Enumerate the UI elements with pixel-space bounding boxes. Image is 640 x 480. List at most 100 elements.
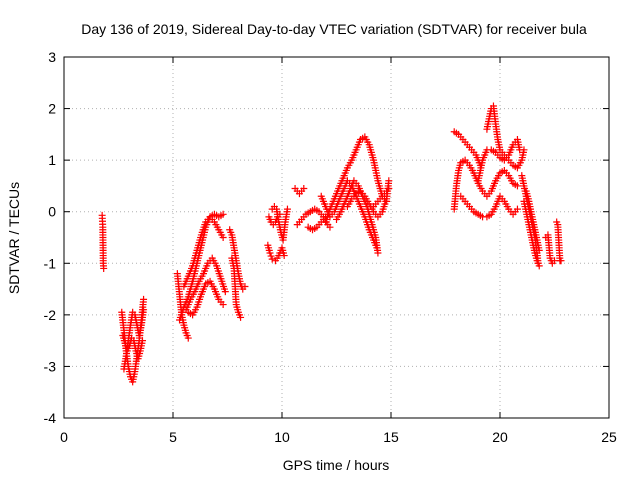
data-point bbox=[214, 293, 222, 301]
data-point bbox=[526, 203, 534, 211]
data-point bbox=[139, 308, 147, 316]
data-point bbox=[235, 311, 243, 319]
data-point bbox=[463, 159, 471, 167]
data-point bbox=[359, 134, 367, 142]
x-tick-label: 10 bbox=[274, 429, 290, 445]
data-point bbox=[515, 143, 523, 151]
data-point bbox=[511, 163, 519, 171]
data-point bbox=[192, 249, 200, 257]
data-point bbox=[352, 179, 360, 187]
data-point bbox=[503, 154, 511, 162]
data-point bbox=[507, 159, 515, 167]
data-point bbox=[185, 298, 193, 306]
data-point bbox=[355, 200, 363, 208]
data-point bbox=[373, 174, 381, 182]
y-tick-label: 3 bbox=[48, 49, 56, 65]
data-point bbox=[283, 208, 291, 216]
x-axis-label: GPS time / hours bbox=[283, 457, 390, 473]
data-point bbox=[452, 129, 460, 137]
data-point bbox=[495, 143, 503, 151]
y-tick-label: 1 bbox=[48, 152, 56, 168]
data-point bbox=[295, 218, 303, 226]
data-point bbox=[516, 159, 524, 167]
data-point bbox=[188, 264, 196, 272]
data-point bbox=[380, 190, 388, 198]
y-tick-label: -3 bbox=[44, 358, 57, 374]
data-point bbox=[137, 324, 145, 332]
data-point bbox=[201, 221, 209, 229]
data-point bbox=[232, 298, 240, 306]
data-point bbox=[468, 205, 476, 213]
data-point bbox=[503, 169, 511, 177]
data-point bbox=[463, 200, 471, 208]
data-point bbox=[188, 280, 196, 288]
data-point bbox=[130, 370, 138, 378]
data-point bbox=[472, 209, 480, 217]
data-point bbox=[503, 203, 511, 211]
data-point bbox=[197, 234, 205, 241]
data-point bbox=[495, 172, 503, 180]
data-point bbox=[359, 190, 367, 198]
data-point bbox=[238, 282, 246, 290]
data-point bbox=[192, 306, 200, 314]
data-point bbox=[335, 210, 343, 218]
data-point bbox=[124, 344, 132, 352]
data-point bbox=[376, 210, 384, 218]
data-point bbox=[532, 254, 540, 262]
data-point bbox=[265, 246, 273, 254]
data-point bbox=[364, 197, 372, 205]
data-point bbox=[476, 169, 484, 177]
data-point bbox=[229, 262, 237, 270]
data-point bbox=[304, 209, 312, 217]
data-point bbox=[266, 215, 274, 223]
data-point bbox=[181, 326, 189, 334]
data-point bbox=[274, 215, 282, 223]
data-point bbox=[382, 197, 390, 205]
data-point bbox=[547, 257, 555, 265]
data-point bbox=[465, 143, 473, 151]
data-point bbox=[524, 192, 532, 200]
data-point bbox=[138, 339, 146, 347]
y-tick-label: -1 bbox=[44, 255, 57, 271]
data-point bbox=[494, 151, 502, 159]
data-point bbox=[183, 275, 191, 283]
data-point bbox=[213, 223, 221, 231]
data-point bbox=[217, 298, 225, 306]
data-point bbox=[230, 241, 238, 249]
data-point bbox=[534, 259, 542, 267]
data-point bbox=[139, 298, 147, 306]
data-points bbox=[98, 102, 565, 386]
data-point bbox=[490, 205, 498, 213]
data-point bbox=[459, 195, 467, 203]
data-point bbox=[342, 166, 350, 174]
plot-frame bbox=[63, 56, 610, 419]
data-point bbox=[477, 185, 485, 193]
data-point bbox=[220, 285, 228, 293]
data-point bbox=[183, 331, 191, 339]
data-point bbox=[374, 246, 382, 254]
data-point bbox=[281, 221, 289, 229]
data-point bbox=[376, 195, 384, 203]
x-tick-label: 0 bbox=[60, 429, 68, 445]
data-point bbox=[211, 259, 219, 267]
data-point bbox=[367, 215, 375, 223]
data-point bbox=[528, 213, 536, 221]
data-point bbox=[519, 179, 527, 187]
data-point bbox=[498, 168, 506, 176]
data-point bbox=[546, 252, 554, 260]
data-point bbox=[355, 138, 363, 146]
data-point bbox=[300, 185, 308, 193]
data-point bbox=[476, 212, 484, 220]
chart-title: Day 136 of 2019, Sidereal Day-to-day VTE… bbox=[81, 21, 587, 37]
data-point bbox=[329, 197, 337, 205]
data-point bbox=[196, 293, 204, 301]
data-point bbox=[480, 154, 488, 162]
data-point bbox=[122, 355, 130, 363]
data-point bbox=[273, 254, 281, 262]
data-point bbox=[519, 148, 527, 156]
data-point bbox=[351, 148, 359, 156]
data-point bbox=[279, 249, 287, 257]
data-point bbox=[208, 215, 216, 223]
data-point bbox=[126, 324, 134, 332]
